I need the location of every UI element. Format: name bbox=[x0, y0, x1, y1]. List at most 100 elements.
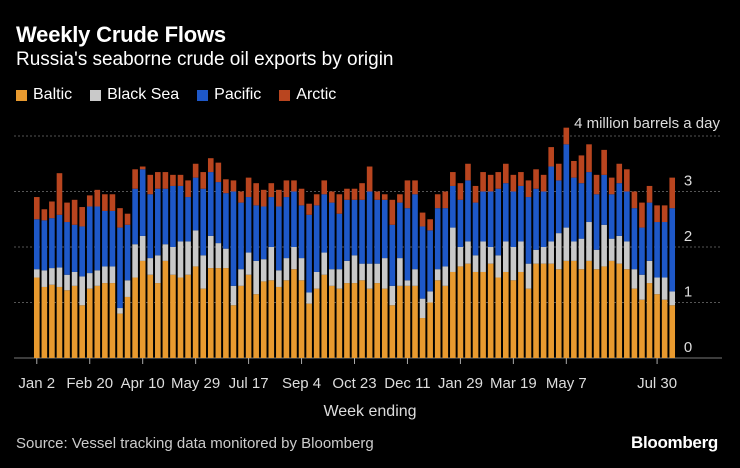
bar-black-sea-23 bbox=[207, 235, 214, 269]
bar-black-sea-52 bbox=[427, 291, 433, 303]
source-note: Source: Vessel tracking data monitored b… bbox=[16, 435, 374, 452]
bar-baltic-20 bbox=[185, 274, 191, 358]
bar-arctic-28 bbox=[245, 177, 252, 198]
bar-arctic-72 bbox=[578, 155, 585, 184]
bar-pacific-77 bbox=[616, 183, 623, 236]
bar-black-sea-77 bbox=[616, 235, 623, 264]
bar-baltic-81 bbox=[646, 283, 653, 358]
legend-label-baltic: Baltic bbox=[33, 86, 73, 103]
bar-pacific-57 bbox=[465, 180, 471, 242]
bar-pacific-27 bbox=[238, 202, 244, 270]
bar-baltic-30 bbox=[260, 281, 267, 358]
bar-arctic-16 bbox=[155, 172, 161, 189]
bar-pacific-32 bbox=[276, 206, 282, 271]
bar-arctic-61 bbox=[495, 172, 502, 189]
bar-pacific-66 bbox=[533, 188, 539, 250]
bar-black-sea-5 bbox=[71, 271, 78, 286]
bar-pacific-0 bbox=[33, 219, 40, 270]
bar-black-sea-43 bbox=[359, 263, 365, 281]
bar-pacific-30 bbox=[260, 206, 267, 260]
bar-baltic-15 bbox=[147, 274, 154, 358]
bar-black-sea-83 bbox=[661, 277, 668, 300]
bar-baltic-27 bbox=[238, 285, 244, 358]
bar-arctic-3 bbox=[56, 173, 63, 215]
bar-baltic-64 bbox=[518, 271, 524, 359]
bar-baltic-46 bbox=[381, 288, 388, 359]
bar-baltic-28 bbox=[245, 274, 252, 358]
bar-baltic-23 bbox=[207, 268, 214, 358]
bar-black-sea-9 bbox=[102, 266, 108, 284]
bar-baltic-56 bbox=[457, 266, 464, 358]
y-tick-label-0: 0 bbox=[684, 339, 692, 356]
bar-pacific-69 bbox=[555, 180, 562, 234]
bar-black-sea-64 bbox=[518, 241, 524, 272]
bar-black-sea-62 bbox=[503, 241, 509, 272]
bar-pacific-5 bbox=[71, 224, 78, 272]
bar-arctic-38 bbox=[321, 180, 328, 195]
bar-arctic-60 bbox=[487, 174, 494, 192]
bar-baltic-44 bbox=[366, 288, 373, 359]
bar-baltic-62 bbox=[503, 271, 509, 359]
x-tick-label-7: Feb 20 bbox=[66, 375, 113, 392]
bar-pacific-25 bbox=[223, 193, 229, 249]
x-tick-label-21: May 29 bbox=[171, 375, 220, 392]
bar-arctic-9 bbox=[102, 194, 108, 211]
bar-black-sea-22 bbox=[200, 255, 207, 289]
bar-black-sea-3 bbox=[56, 267, 63, 287]
bar-black-sea-46 bbox=[381, 258, 388, 289]
bar-black-sea-2 bbox=[49, 268, 55, 285]
bar-baltic-43 bbox=[359, 280, 365, 358]
bar-black-sea-58 bbox=[472, 255, 479, 272]
bar-arctic-36 bbox=[306, 203, 312, 215]
bar-pacific-1 bbox=[41, 220, 48, 271]
bar-pacific-24 bbox=[215, 182, 222, 244]
bar-baltic-42 bbox=[351, 283, 358, 358]
bar-pacific-67 bbox=[540, 191, 547, 247]
bar-black-sea-49 bbox=[404, 280, 411, 286]
bar-baltic-18 bbox=[170, 274, 176, 358]
bar-arctic-2 bbox=[49, 201, 55, 219]
bar-pacific-39 bbox=[329, 202, 335, 270]
bar-baltic-47 bbox=[389, 305, 396, 358]
bar-arctic-64 bbox=[518, 172, 524, 186]
bar-baltic-4 bbox=[64, 290, 70, 358]
bar-pacific-71 bbox=[571, 177, 577, 242]
bar-baltic-63 bbox=[510, 280, 517, 358]
legend-swatch-arctic bbox=[279, 89, 291, 101]
bar-black-sea-41 bbox=[344, 260, 350, 284]
bar-baltic-33 bbox=[283, 280, 290, 358]
bar-black-sea-19 bbox=[177, 241, 184, 278]
bar-pacific-83 bbox=[661, 222, 668, 278]
bar-pacific-9 bbox=[102, 210, 108, 267]
bar-pacific-11 bbox=[117, 227, 123, 309]
bar-black-sea-45 bbox=[374, 263, 380, 284]
bar-pacific-73 bbox=[586, 172, 592, 223]
x-tick-label-70: May 7 bbox=[546, 375, 587, 392]
bar-black-sea-29 bbox=[253, 260, 259, 295]
bar-baltic-82 bbox=[654, 294, 660, 358]
bar-black-sea-44 bbox=[366, 263, 373, 289]
chart-subtitle: Russia's seaborne crude oil exports by o… bbox=[16, 49, 394, 70]
bar-pacific-80 bbox=[639, 227, 645, 275]
bar-baltic-0 bbox=[33, 277, 40, 358]
bar-baltic-73 bbox=[586, 260, 592, 359]
bar-pacific-19 bbox=[177, 185, 184, 242]
bar-baltic-57 bbox=[465, 263, 471, 358]
bar-pacific-42 bbox=[351, 199, 358, 256]
x-tick-label-63: Mar 19 bbox=[490, 375, 537, 392]
bar-baltic-54 bbox=[442, 285, 449, 358]
bar-black-sea-18 bbox=[170, 247, 176, 275]
bar-arctic-59 bbox=[480, 172, 486, 192]
legend-item-pacific: Pacific bbox=[197, 86, 261, 104]
bar-arctic-52 bbox=[427, 219, 433, 231]
bar-black-sea-20 bbox=[185, 241, 191, 275]
bar-black-sea-53 bbox=[434, 269, 441, 281]
legend-label-black-sea: Black Sea bbox=[107, 86, 180, 103]
bar-arctic-39 bbox=[329, 191, 335, 203]
bar-black-sea-78 bbox=[624, 241, 630, 270]
bar-arctic-84 bbox=[669, 177, 676, 209]
bar-pacific-28 bbox=[245, 197, 252, 253]
bar-black-sea-31 bbox=[268, 247, 275, 281]
bar-arctic-35 bbox=[298, 188, 305, 206]
